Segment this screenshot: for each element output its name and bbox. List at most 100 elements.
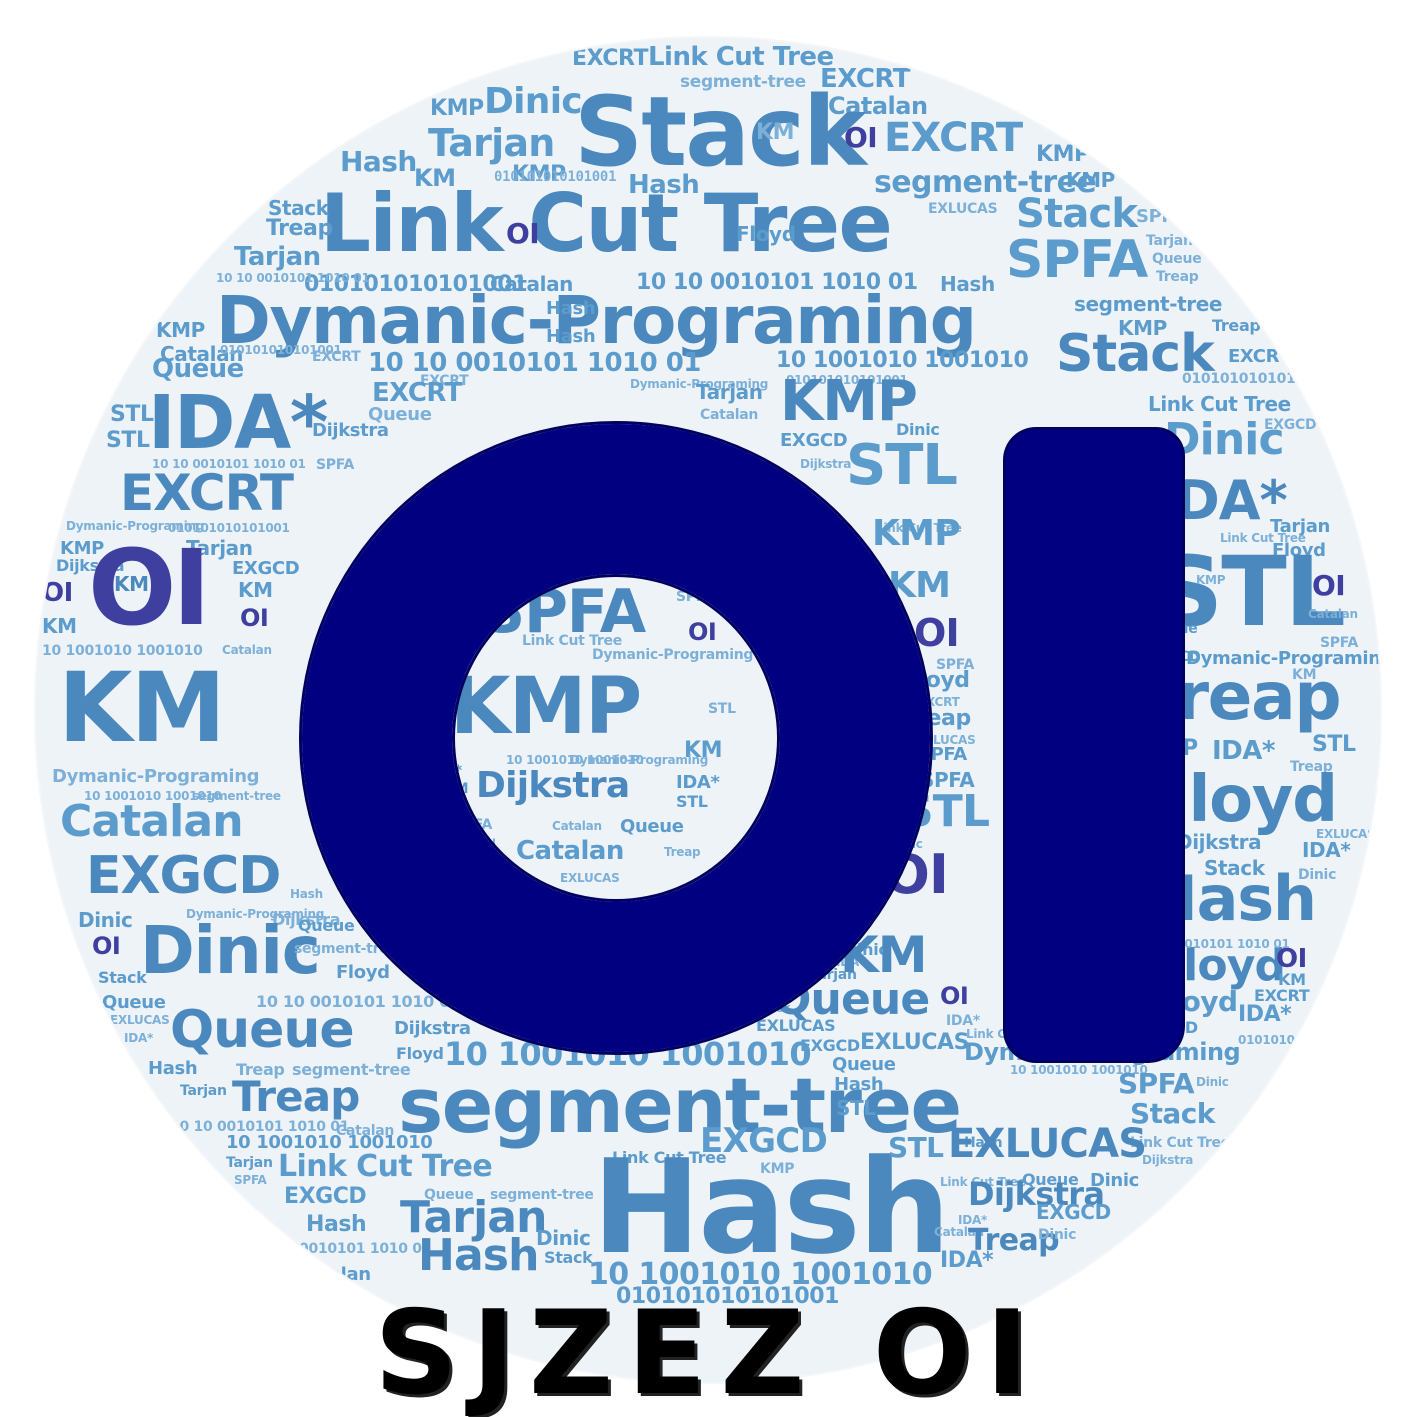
word-cloud-word: Dymanic-Programing — [186, 907, 325, 921]
word-cloud-word: 010101010101001 — [494, 169, 617, 185]
word-cloud-word: IDA* — [1212, 736, 1275, 766]
word-cloud-word: Dymanic-Programing — [66, 519, 205, 533]
word-cloud-word: EXGCD — [232, 558, 300, 579]
word-cloud-word: EXLUCAS — [948, 1121, 1147, 1167]
word-cloud-word: KMP — [872, 513, 961, 554]
word-cloud-word: Dinic — [1038, 1227, 1077, 1243]
word-cloud-word: EXCRT — [1228, 346, 1291, 367]
word-cloud-word: KMP — [1196, 573, 1226, 587]
word-cloud-word: EXLUCAS — [110, 1013, 170, 1027]
word-cloud-word: Dinic — [484, 81, 583, 122]
word-cloud-word: 10 10 0010101 1010 01 — [252, 1241, 432, 1257]
word-cloud-word: Hash — [546, 298, 596, 319]
word-cloud-word: Dijkstra — [272, 910, 341, 929]
word-cloud-word: 010101010101001 — [304, 272, 528, 297]
word-cloud-word: Dymanic-Programing — [1186, 648, 1380, 669]
word-cloud-word: 10 10 0010101 1010 01 — [256, 992, 461, 1011]
word-cloud-word: STL — [1312, 732, 1356, 757]
word-cloud-word: KM — [756, 120, 795, 145]
word-cloud-word: 10 1001010 1001010 — [42, 643, 203, 659]
word-cloud-word: SPFA — [316, 457, 355, 473]
word-cloud-word: Hash — [628, 170, 700, 200]
word-cloud-word: Catalan — [700, 407, 759, 423]
word-cloud-word: Link Cut Tree — [876, 521, 962, 535]
word-cloud-word: Floyd — [1272, 540, 1326, 561]
big-letter-o — [302, 424, 930, 1052]
word-cloud-word: Tarjan — [1146, 233, 1193, 249]
word-cloud-word: Dijkstra — [56, 556, 125, 575]
word-cloud-word: KMP — [512, 162, 566, 187]
word-cloud-word: EXCRT — [312, 349, 361, 365]
word-cloud-word: Treap — [1290, 759, 1333, 775]
word-cloud-word: Link Cut Tree — [320, 177, 893, 270]
word-cloud-word: EXGCD — [800, 1036, 860, 1055]
word-cloud-word: Queue — [832, 1054, 896, 1075]
word-cloud-word: Hash — [592, 1131, 951, 1283]
word-cloud-word: Catalan — [222, 643, 272, 657]
word-cloud-word: EXLUCAS — [916, 733, 976, 747]
word-cloud-word: EXGCD — [1264, 417, 1317, 433]
word-cloud-word: IDA* — [124, 1031, 154, 1045]
word-cloud-word: 10 1001010 1001010 — [1010, 1063, 1148, 1077]
word-cloud-word: Link Cut Tree — [278, 1149, 493, 1184]
word-cloud-word: SPFA — [234, 1173, 267, 1187]
word-cloud-word: 10 10 0010101 1010 01 — [216, 271, 370, 285]
word-cloud-word: SPFA — [920, 768, 975, 792]
word-cloud-word: Hash — [418, 1230, 539, 1281]
word-cloud-word: 10 1001010 1001010 — [588, 1257, 933, 1292]
word-cloud-word: Catalan — [60, 796, 244, 847]
word-cloud-word: EXGCD — [700, 1121, 828, 1161]
word-cloud-word: KM — [414, 164, 456, 192]
word-cloud-word: IDA* — [148, 380, 328, 466]
word-cloud-word: 10 1001010 1001010 — [776, 348, 1029, 373]
word-cloud-word: OI — [914, 611, 960, 655]
word-cloud-word: Treap — [1156, 269, 1199, 285]
word-cloud-word: OI — [940, 982, 969, 1010]
word-cloud-word: Queue — [152, 354, 244, 384]
word-cloud-word: EXLUCAS — [860, 1030, 970, 1055]
word-cloud-word: Catalan — [336, 1123, 395, 1139]
word-cloud-word: 010101010101001 — [616, 1284, 840, 1309]
word-cloud-word: Dinic — [844, 940, 888, 959]
word-cloud-word: KM — [888, 565, 951, 606]
word-cloud-word: Stack — [268, 196, 329, 220]
word-cloud-word: 10 10 0010101 1010 01 — [170, 1119, 350, 1135]
word-cloud-word: Queue — [170, 1000, 355, 1060]
word-cloud-word: IDA* — [1238, 1002, 1292, 1027]
word-cloud-word: Treap — [968, 1223, 1060, 1258]
word-cloud-word: 010101010101001 — [786, 373, 908, 387]
word-cloud-word: EXCRT — [820, 64, 910, 94]
word-cloud-word: Tarjan — [180, 1083, 227, 1099]
word-cloud-word: KMP — [1118, 316, 1167, 340]
word-cloud-word: 10 1001010 1001010 — [226, 1132, 433, 1153]
word-cloud-word: Tarjan — [186, 536, 253, 560]
word-cloud-word: Link Cut Tree — [940, 1175, 1026, 1189]
word-cloud-word: KMP — [156, 318, 205, 342]
word-cloud-word: 10 10 0010101 1010 01 — [152, 457, 306, 471]
word-cloud-word: Treap — [236, 1060, 285, 1079]
word-cloud-word: Hash — [964, 1135, 1003, 1151]
word-cloud-word: Dymanic-Programing — [52, 766, 260, 787]
word-cloud-word: EXGCD — [780, 430, 848, 451]
word-cloud-word: Catalan — [828, 92, 928, 120]
word-cloud-word: Treap — [1212, 316, 1261, 335]
word-cloud-word: KMP — [1036, 142, 1090, 167]
logo-caption: SJZEZ OI — [374, 1286, 1043, 1417]
word-cloud-word: Catalan — [1308, 607, 1358, 621]
word-cloud-word: OI — [92, 932, 121, 960]
word-cloud-word: Stack — [1056, 324, 1215, 384]
word-cloud-word: STL — [888, 1131, 944, 1164]
word-cloud-word: Dymanic-Programing — [216, 282, 977, 359]
word-cloud-word: EXCRT — [884, 115, 1023, 161]
word-cloud-word: Dijkstra — [968, 1175, 1105, 1213]
word-cloud-word: Dijkstra — [800, 457, 852, 471]
word-cloud-word: IDA* — [958, 1213, 988, 1227]
word-cloud-word: Queue — [1152, 251, 1202, 267]
word-cloud-word: Link Cut Tree — [1130, 1135, 1230, 1151]
word-cloud-word: Queue — [1022, 1170, 1079, 1189]
word-cloud-word: OI — [1312, 569, 1346, 602]
word-cloud-word: Hash — [940, 272, 995, 296]
word-cloud-word: segment-tree — [1074, 292, 1223, 316]
word-cloud-word: OI — [88, 527, 211, 649]
word-cloud-word: Hash — [306, 1212, 367, 1237]
